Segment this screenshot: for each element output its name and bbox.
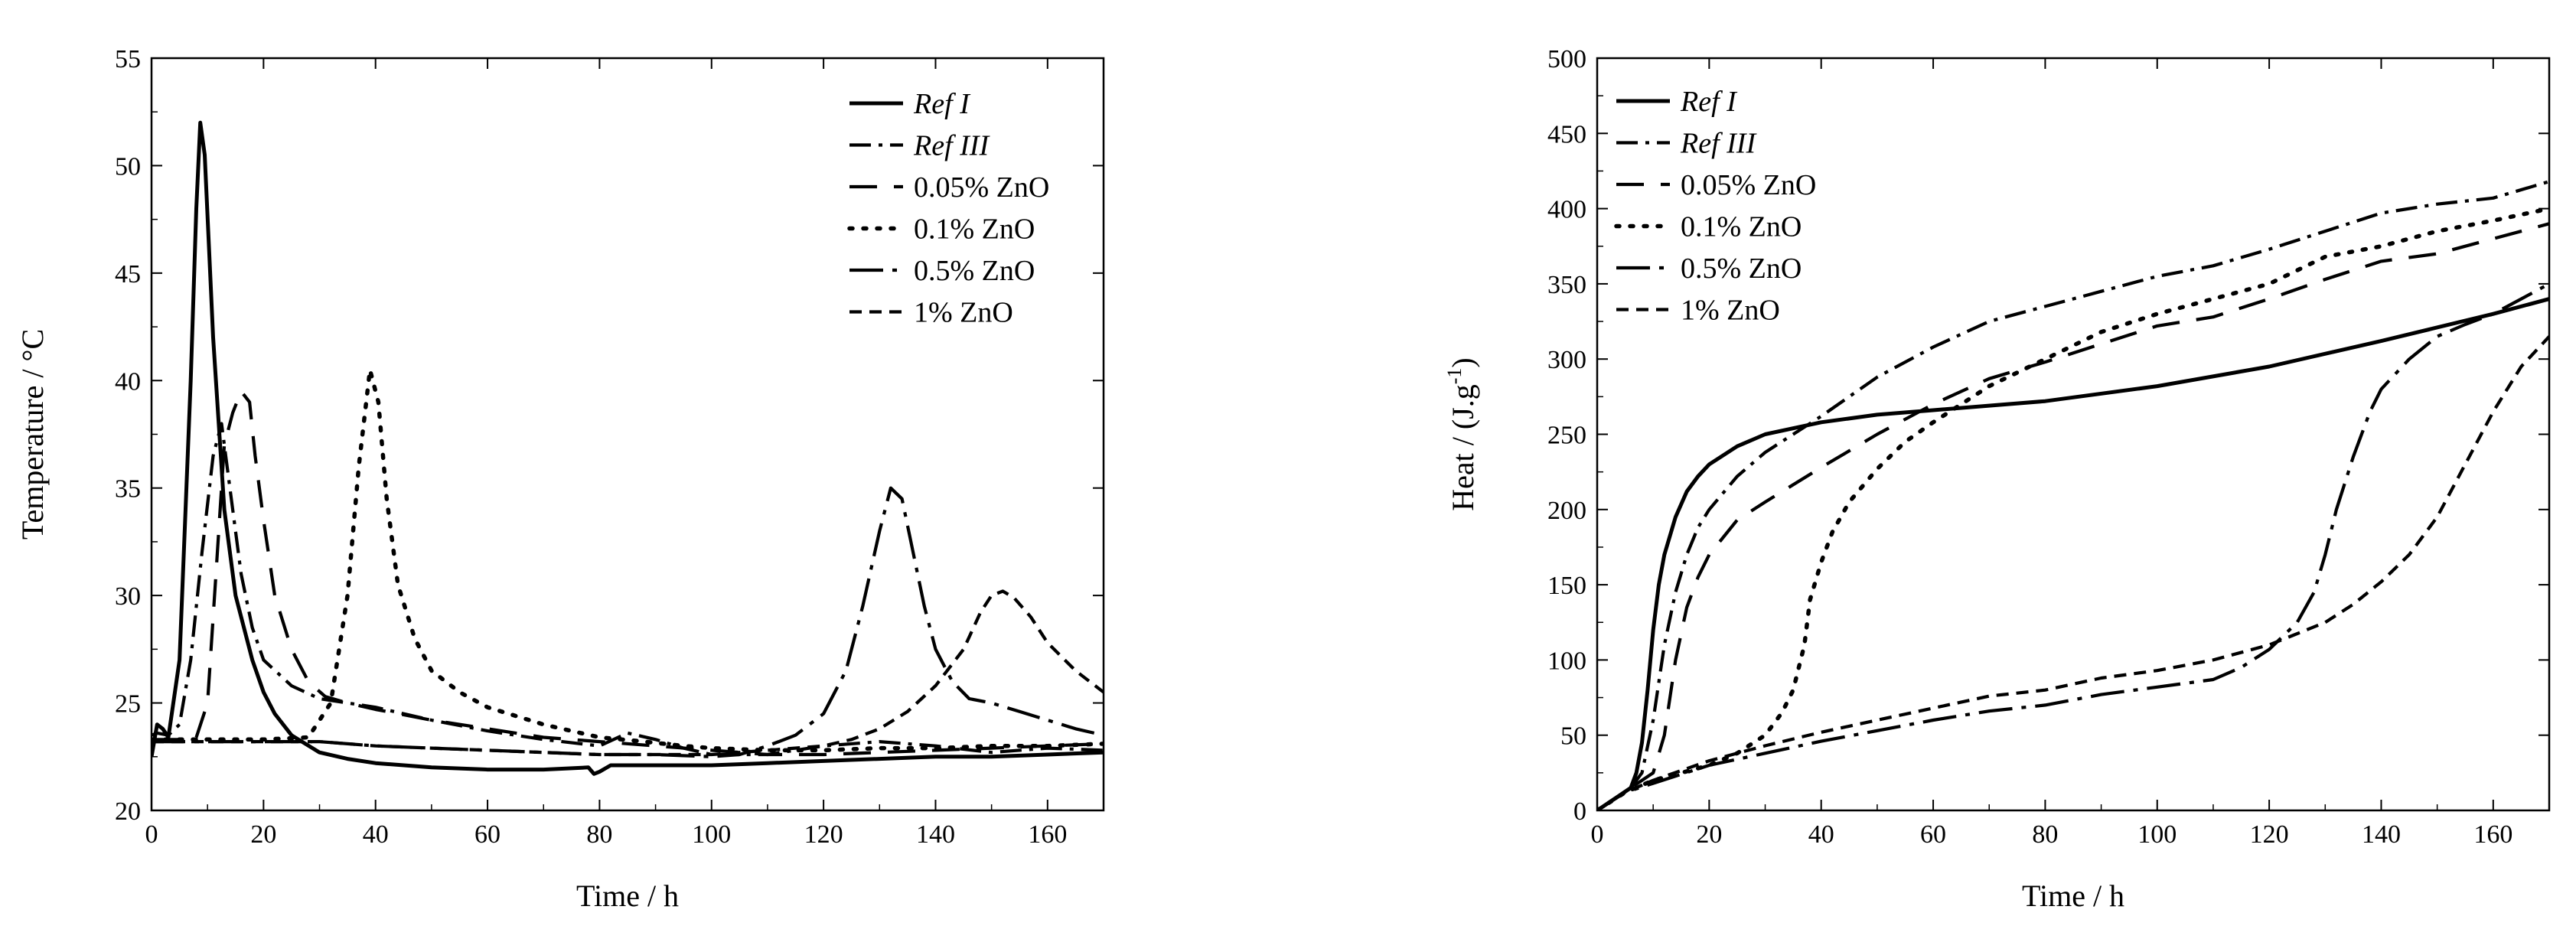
series-line-ref-iii [1597, 180, 2549, 810]
heat-chart: 0 20 40 60 80 100 120 140 160 0 50 100 150 200 250 300 3… [1443, 45, 2551, 913]
legend-label: 0.5% ZnO [1681, 253, 1802, 285]
x-tick-label: 20 [1696, 820, 1722, 849]
series-line-0-1-zno [1597, 206, 2549, 810]
x-tick-label: 100 [2137, 820, 2177, 849]
y-tick-label: 50 [115, 152, 141, 181]
legend-label: Ref I [1680, 86, 1738, 118]
x-tick-label: 160 [1028, 820, 1067, 849]
x-tick-label: 60 [1920, 820, 1946, 849]
x-tick-label: 60 [474, 820, 501, 849]
series-line-ref-i [152, 120, 1104, 776]
x-tick-label: 0 [1591, 820, 1604, 849]
y-tick-label: 50 [1560, 722, 1586, 751]
x-tick-label: 20 [250, 820, 276, 849]
y-tick-label: 400 [1547, 196, 1586, 224]
x-tick-label: 100 [692, 820, 731, 849]
x-tick-label: 0 [145, 820, 158, 849]
x-tick-label: 80 [2032, 820, 2058, 849]
x-tick-label: 40 [363, 820, 389, 849]
legend-label: 0.1% ZnO [1681, 211, 1802, 243]
legend-label: Ref III [1680, 128, 1757, 160]
x-tick-label: 140 [916, 820, 955, 849]
x-tick-label: 160 [2473, 820, 2512, 849]
series-line-1-zno [1597, 335, 2549, 810]
series-line-0-5-zno [1597, 282, 2549, 810]
y-tick-label: 450 [1547, 120, 1586, 148]
y-tick-label: 20 [115, 797, 141, 826]
series-line-ref-iii [152, 422, 1104, 757]
y-tick-label: 500 [1547, 45, 1586, 73]
y-tick-label: 35 [115, 475, 141, 504]
y-tick-label: 300 [1547, 346, 1586, 374]
y-axis-title: Temperature / °C [15, 329, 50, 540]
legend-label: Ref III [913, 130, 990, 162]
y-tick-label: 25 [115, 690, 141, 719]
y-tick-label: 40 [115, 367, 141, 396]
y-tick-label: 0 [1573, 797, 1586, 826]
x-tick-label: 80 [586, 820, 612, 849]
x-tick-label: 40 [1808, 820, 1834, 849]
y-tick-label: 30 [115, 582, 141, 611]
x-tick-label: 120 [2250, 820, 2289, 849]
series-line-ref-i [1597, 297, 2549, 810]
legend-label: 0.05% ZnO [1681, 169, 1816, 201]
legend-label: 0.05% ZnO [914, 171, 1049, 204]
series-line-0-05-zno [1597, 222, 2549, 810]
y-tick-label: 45 [115, 260, 141, 289]
temperature-chart: 0 20 40 60 80 100 120 140 1602025303540455055Tim… [15, 45, 1105, 913]
x-axis-title: Time / h [2022, 879, 2124, 913]
y-tick-label: 55 [115, 45, 141, 73]
legend-label: 1% ZnO [914, 297, 1013, 329]
y-tick-label: 250 [1547, 422, 1586, 450]
legend-label: 1% ZnO [1681, 295, 1780, 327]
legend-label: Ref I [913, 88, 971, 120]
y-tick-label: 200 [1547, 497, 1586, 525]
y-tick-label: 350 [1547, 271, 1586, 299]
legend-label: 0.1% ZnO [914, 214, 1035, 246]
x-tick-label: 140 [2362, 820, 2401, 849]
x-tick-label: 120 [804, 820, 843, 849]
x-axis-title: Time / h [576, 879, 679, 913]
series-line-0-5-zno [152, 486, 1104, 758]
y-tick-label: 150 [1547, 572, 1586, 600]
legend-label: 0.5% ZnO [914, 255, 1035, 287]
series-line-1-zno [152, 589, 1104, 757]
y-tick-label: 100 [1547, 647, 1586, 675]
y-axis-title: Heat / (J.g-1) [1443, 357, 1480, 511]
series-line-0-1-zno [152, 367, 1104, 753]
series-line-0-05-zno [152, 390, 1104, 757]
